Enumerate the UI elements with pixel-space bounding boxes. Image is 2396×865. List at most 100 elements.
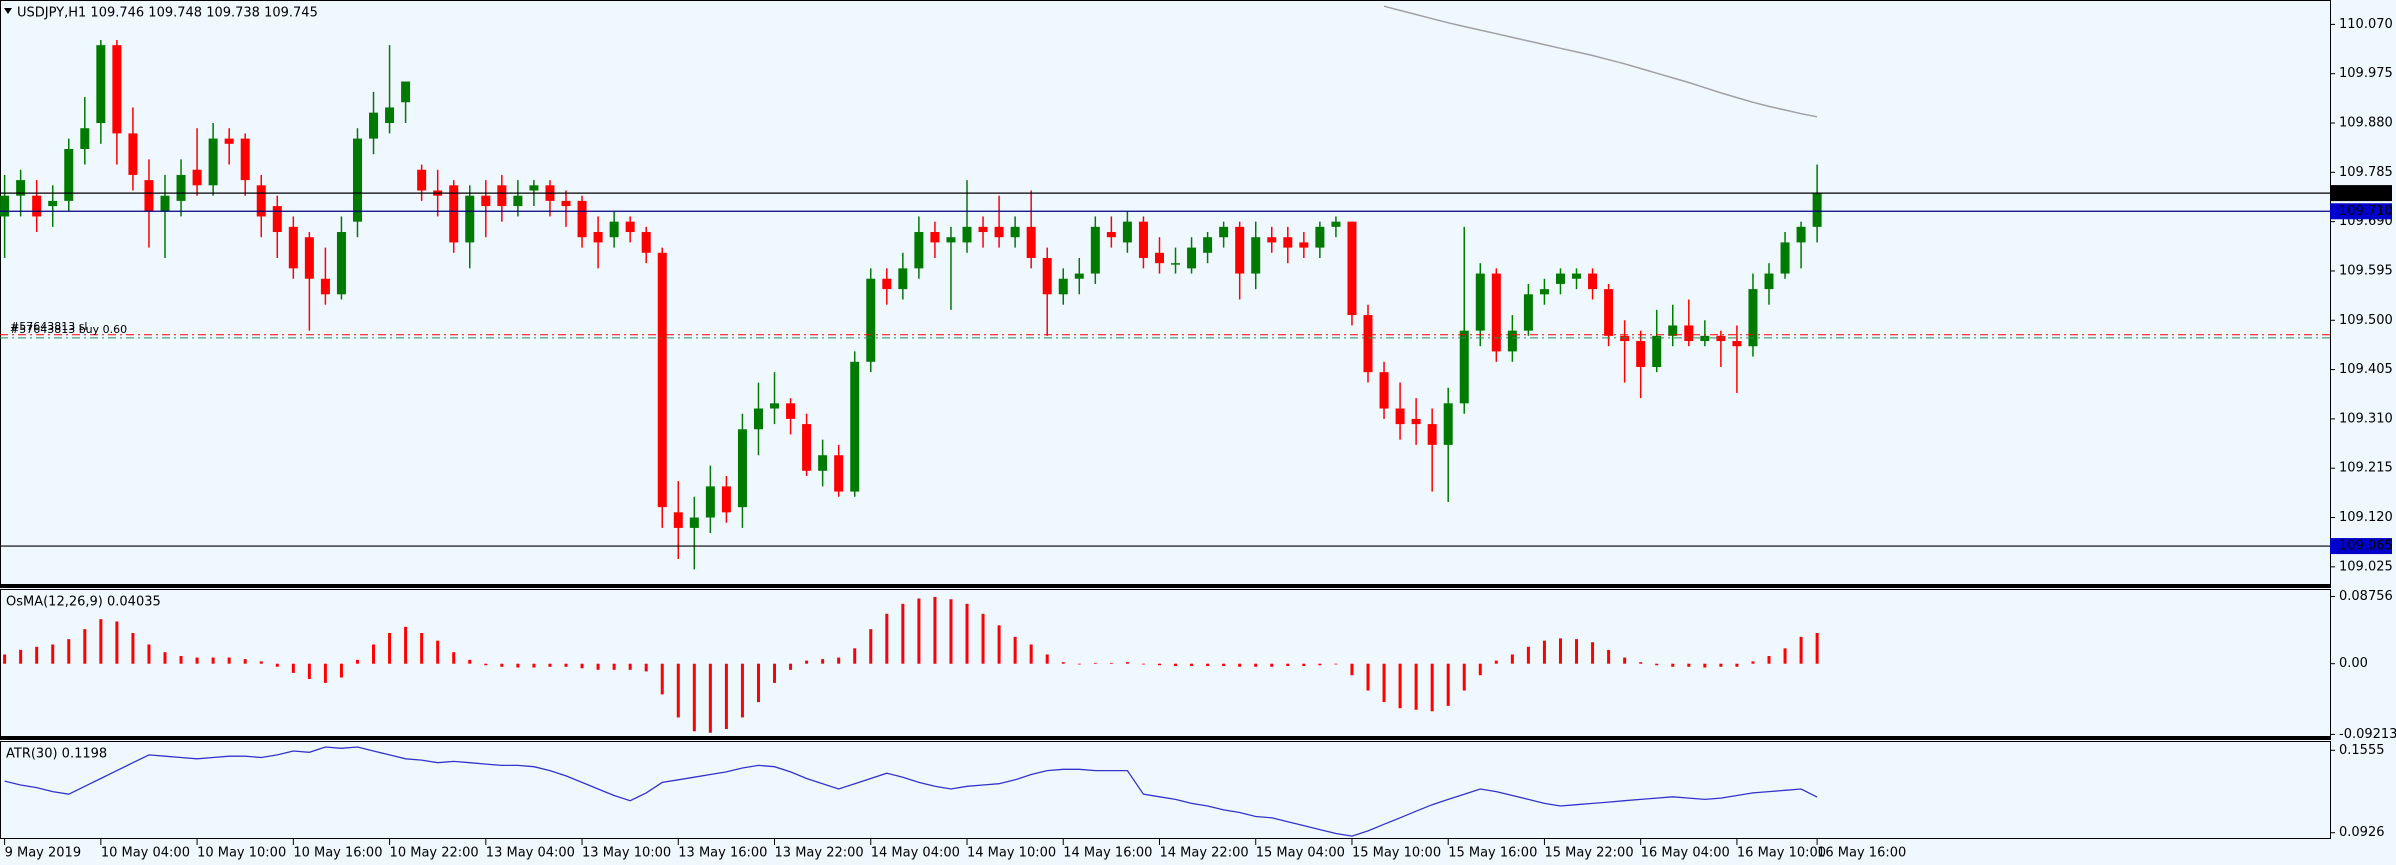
candle-body: [529, 185, 539, 191]
candle-body: [1780, 242, 1790, 274]
candle-body: [802, 424, 812, 471]
x-tick-label: 16 May 10:00: [1737, 846, 1826, 861]
candle-body: [16, 180, 26, 196]
candle-body: [160, 195, 170, 212]
candle-body: [625, 221, 635, 233]
candle-body: [1748, 289, 1758, 347]
price-tag-label: 109.065: [2339, 539, 2393, 554]
candle-body: [1588, 273, 1598, 290]
y-tick-label: -0.09213: [2339, 727, 2396, 742]
candle-body: [1812, 193, 1822, 227]
y-tick-label: 0.0926: [2339, 825, 2385, 840]
candle-body: [914, 232, 924, 269]
candle-body: [1411, 418, 1421, 425]
candle-body: [866, 278, 876, 362]
candle-body: [786, 403, 796, 419]
candle-body: [513, 195, 523, 207]
candle-body: [304, 237, 314, 279]
candle-body: [1555, 273, 1565, 284]
price-tag-label: 109.710: [2339, 204, 2393, 219]
candle-body: [401, 81, 411, 103]
x-tick-label: 10 May 10:00: [197, 846, 286, 861]
candle-body: [224, 138, 234, 144]
x-tick-label: 14 May 04:00: [871, 846, 960, 861]
y-tick-label: 109.025: [2339, 559, 2393, 574]
x-tick-label: 15 May 16:00: [1448, 846, 1537, 861]
candle-body: [1347, 221, 1357, 316]
candle-body: [48, 200, 58, 207]
candle-body: [1090, 226, 1100, 274]
candle-body: [1042, 257, 1052, 295]
candle-body: [657, 252, 667, 508]
candle-body: [32, 195, 42, 217]
candle-body: [946, 237, 956, 243]
panel-frame: [0, 589, 2331, 737]
candle-body: [930, 232, 940, 243]
candle-body: [721, 486, 731, 513]
candle-body: [208, 138, 218, 186]
candle-body: [64, 148, 74, 201]
y-tick-label: 109.310: [2339, 411, 2393, 426]
candle-body: [144, 180, 154, 212]
x-tick-label: 15 May 04:00: [1256, 846, 1345, 861]
x-tick-label: 9 May 2019: [5, 846, 82, 861]
price-tag: [2330, 538, 2392, 555]
candle-body: [96, 45, 106, 124]
x-tick-label: 15 May 22:00: [1544, 846, 1633, 861]
candle-body: [1652, 335, 1662, 367]
candle-body: [417, 169, 427, 191]
candle-body: [465, 195, 475, 243]
candle-body: [1138, 221, 1148, 258]
candle-body: [673, 512, 683, 528]
candle-body: [1716, 335, 1726, 342]
candle-body: [1523, 294, 1533, 331]
candle-body: [1395, 408, 1405, 425]
candle-body: [1379, 372, 1389, 409]
candle-body: [1203, 237, 1213, 253]
candle-body: [320, 278, 330, 295]
candle-body: [1507, 330, 1517, 352]
candle-body: [1636, 341, 1646, 367]
candle-body: [1363, 315, 1373, 373]
candle-body: [240, 138, 250, 181]
candle-body: [369, 112, 379, 139]
candle-body: [818, 455, 828, 471]
candle-body: [593, 232, 603, 243]
candle-body: [256, 185, 266, 217]
candle-body: [385, 107, 395, 124]
candle-body: [288, 226, 298, 269]
y-tick-label: 0.1555: [2339, 743, 2385, 758]
x-tick-label: 10 May 22:00: [390, 846, 479, 861]
candle-body: [1572, 273, 1582, 279]
y-tick-label: 110.070: [2339, 17, 2393, 32]
panel-title: USDJPY,H1 109.746 109.748 109.738 109.74…: [17, 6, 318, 21]
candle-body: [1491, 273, 1501, 352]
candle-body: [1315, 226, 1325, 248]
candle-body: [1796, 226, 1806, 243]
candle-body: [272, 206, 282, 233]
candle-body: [1700, 335, 1710, 342]
candle-body: [898, 268, 908, 290]
candle-body: [1668, 325, 1678, 336]
x-tick-label: 16 May 04:00: [1641, 846, 1730, 861]
candle-body: [1235, 226, 1245, 274]
candle-body: [1154, 252, 1164, 264]
candle-body: [449, 185, 459, 243]
x-tick-label: 16 May 16:00: [1817, 846, 1906, 861]
y-tick-label: 109.405: [2339, 362, 2393, 377]
candle-body: [1475, 273, 1485, 331]
price-tag: [2330, 203, 2392, 220]
candle-body: [352, 138, 362, 222]
candle-body: [1427, 424, 1437, 445]
candle-body: [1732, 341, 1742, 347]
candle-body: [850, 361, 860, 492]
candle-body: [1010, 226, 1020, 238]
candle-body: [1459, 330, 1469, 404]
candle-body: [1122, 221, 1132, 243]
candle-body: [1074, 273, 1084, 279]
x-tick-label: 13 May 16:00: [678, 846, 767, 861]
candle-body: [1267, 237, 1277, 243]
price-tag: [2330, 185, 2392, 202]
order-label: #57643813 buy 0.60: [10, 323, 127, 336]
